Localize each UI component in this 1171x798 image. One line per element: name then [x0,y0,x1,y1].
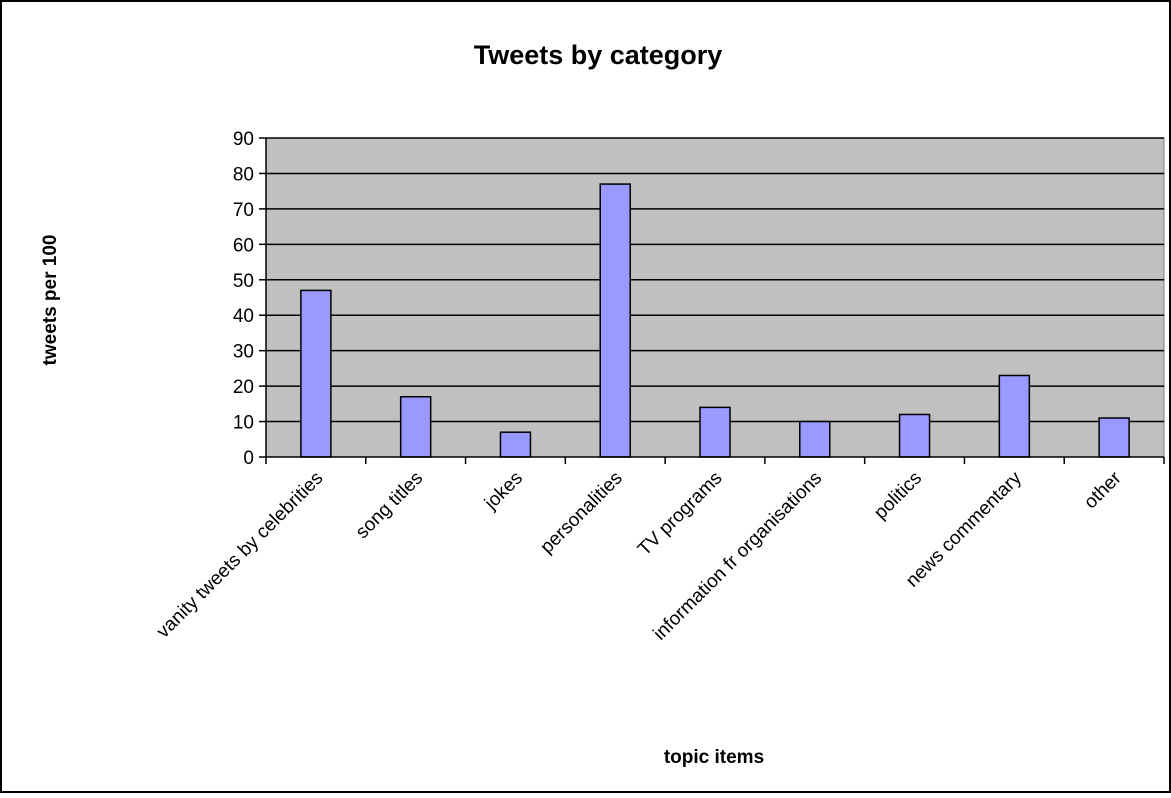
bar [699,406,731,458]
bar [399,395,432,458]
y-tick-label: 50 [233,271,254,292]
y-tick-label: 30 [233,342,254,363]
bar [998,374,1031,458]
y-tick-labels: 0 10 20 30 40 50 60 70 80 90 [233,129,254,469]
y-tick-label: 0 [243,448,254,469]
axes [259,137,1165,464]
bar [898,413,931,458]
bars [300,183,1130,458]
bar [1098,417,1130,458]
x-axis-label: topic items [664,747,764,768]
y-tick-label: 60 [233,235,254,256]
chart-title: Tweets by category [474,40,723,70]
y-tick-label: 10 [233,413,254,434]
y-axis-label: tweets per 100 [40,235,61,366]
bar [799,420,831,458]
y-tick-label: 40 [233,306,254,327]
bar [599,183,631,458]
y-tick-label: 20 [233,377,254,398]
bar [499,431,532,458]
gridlines [266,137,1164,423]
y-tick-label: 80 [233,164,254,185]
y-tick-label: 90 [233,129,254,150]
bar [300,289,332,458]
y-tick-label: 70 [233,200,254,221]
